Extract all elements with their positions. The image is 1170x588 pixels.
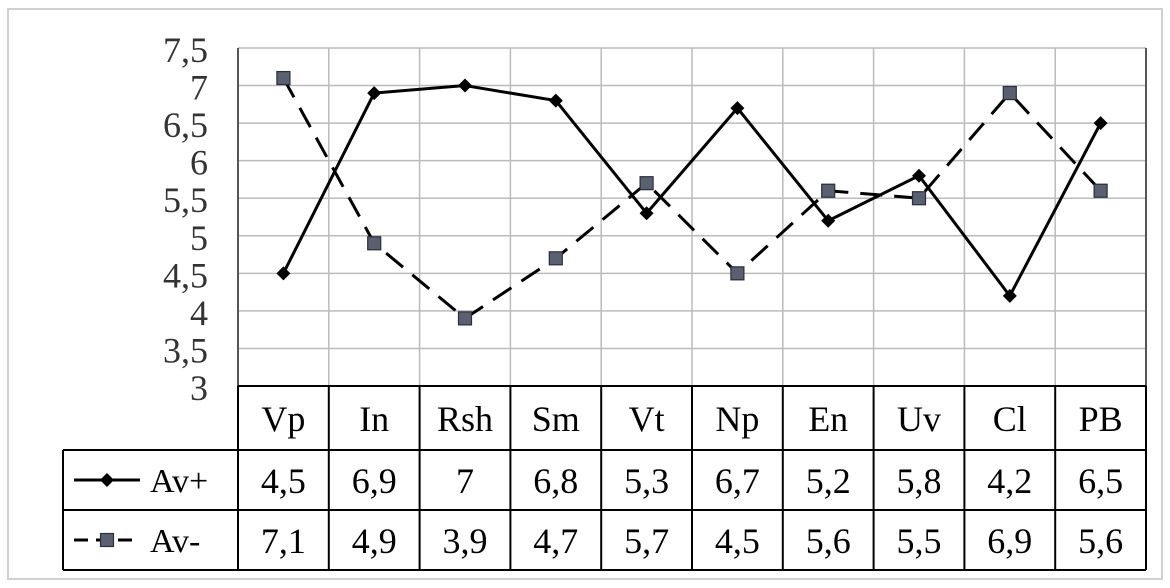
- data-table-value: 5,8: [897, 461, 942, 501]
- data-point-square: [639, 176, 654, 191]
- grid: [237, 47, 1147, 386]
- data-point-diamond: [458, 78, 472, 93]
- y-tick-label: 5,5: [163, 180, 208, 220]
- category-label: Vt: [629, 399, 665, 439]
- data-point-diamond: [1002, 288, 1017, 303]
- data-table-value: 6,9: [987, 521, 1032, 561]
- data-point-diamond: [276, 266, 291, 281]
- data-table-value: 6,8: [533, 461, 578, 501]
- category-label: Sm: [532, 399, 580, 439]
- data-table: Vp In Rsh Sm Vt Np En Uv Cl PB Av+ 4,5 6,9 7 6,8 5,3 6,7…: [62, 385, 1147, 571]
- data-table-value: 6,9: [352, 461, 397, 501]
- data-point-diamond: [367, 86, 382, 101]
- y-tick-label: 4: [190, 293, 208, 333]
- data-table-value: 5,5: [897, 521, 942, 561]
- data-table-value: 5,2: [806, 461, 851, 501]
- category-label: Cl: [993, 399, 1027, 439]
- data-point-diamond: [1093, 116, 1108, 131]
- data-table-value: 3,9: [443, 521, 488, 561]
- y-tick-label: 7,5: [163, 30, 208, 70]
- data-point-square: [457, 311, 473, 326]
- legend-label: Av-: [150, 523, 200, 560]
- data-point-square: [276, 70, 291, 86]
- data-table-value: 4,9: [352, 521, 397, 561]
- category-label: Np: [715, 399, 759, 439]
- data-point-square: [821, 183, 836, 198]
- data-table-value: 4,7: [533, 521, 578, 561]
- data-point-square: [367, 236, 382, 251]
- series-layer: [276, 70, 1108, 326]
- data-point-diamond: [912, 168, 926, 183]
- y-tick-label: 6: [190, 143, 208, 183]
- series-2: [276, 70, 1108, 326]
- data-table-value: 7,1: [261, 521, 306, 561]
- y-tick-label: 3: [190, 368, 208, 408]
- category-label: In: [359, 399, 389, 439]
- series-line: [282, 77, 1102, 320]
- y-tick-label: 4,5: [163, 255, 208, 295]
- data-point-diamond: [548, 93, 563, 108]
- data-table-value: 4,2: [987, 461, 1032, 501]
- data-point-square: [1002, 85, 1017, 101]
- data-point-square: [1093, 183, 1108, 198]
- series-1: [276, 78, 1108, 303]
- series-line: [282, 84, 1102, 298]
- data-table-value: 7: [456, 461, 474, 501]
- data-point-diamond: [821, 213, 836, 228]
- y-tick-label: 3,5: [163, 330, 208, 370]
- data-table-value: 5,7: [624, 521, 669, 561]
- data-point-diamond: [100, 473, 114, 487]
- data-table-value: 4,5: [715, 521, 760, 561]
- data-table-value: 5,3: [624, 461, 669, 501]
- data-table-value: 4,5: [261, 461, 306, 501]
- data-table-value: 6,5: [1078, 461, 1123, 501]
- y-axis-tick-labels: 33,544,555,566,577,5: [163, 30, 208, 408]
- category-label: Uv: [897, 399, 941, 439]
- data-table-value: 5,6: [806, 521, 851, 561]
- data-point-square: [99, 532, 115, 548]
- data-table-value: 6,7: [715, 461, 760, 501]
- data-table-value: 5,6: [1078, 521, 1123, 561]
- data-point-square: [911, 191, 927, 206]
- y-tick-label: 5: [190, 218, 208, 258]
- category-label: PB: [1079, 399, 1123, 439]
- chart-frame: [7, 8, 1163, 580]
- category-label: Vp: [261, 399, 305, 439]
- category-label: Rsh: [437, 399, 493, 439]
- data-point-diamond: [730, 101, 745, 116]
- category-label: En: [808, 399, 848, 439]
- data-point-square: [730, 266, 745, 281]
- y-tick-label: 7: [190, 68, 208, 108]
- data-point-diamond: [639, 206, 654, 221]
- data-point-square: [548, 251, 563, 266]
- legend-label: Av+: [150, 463, 208, 500]
- y-tick-label: 6,5: [163, 105, 208, 145]
